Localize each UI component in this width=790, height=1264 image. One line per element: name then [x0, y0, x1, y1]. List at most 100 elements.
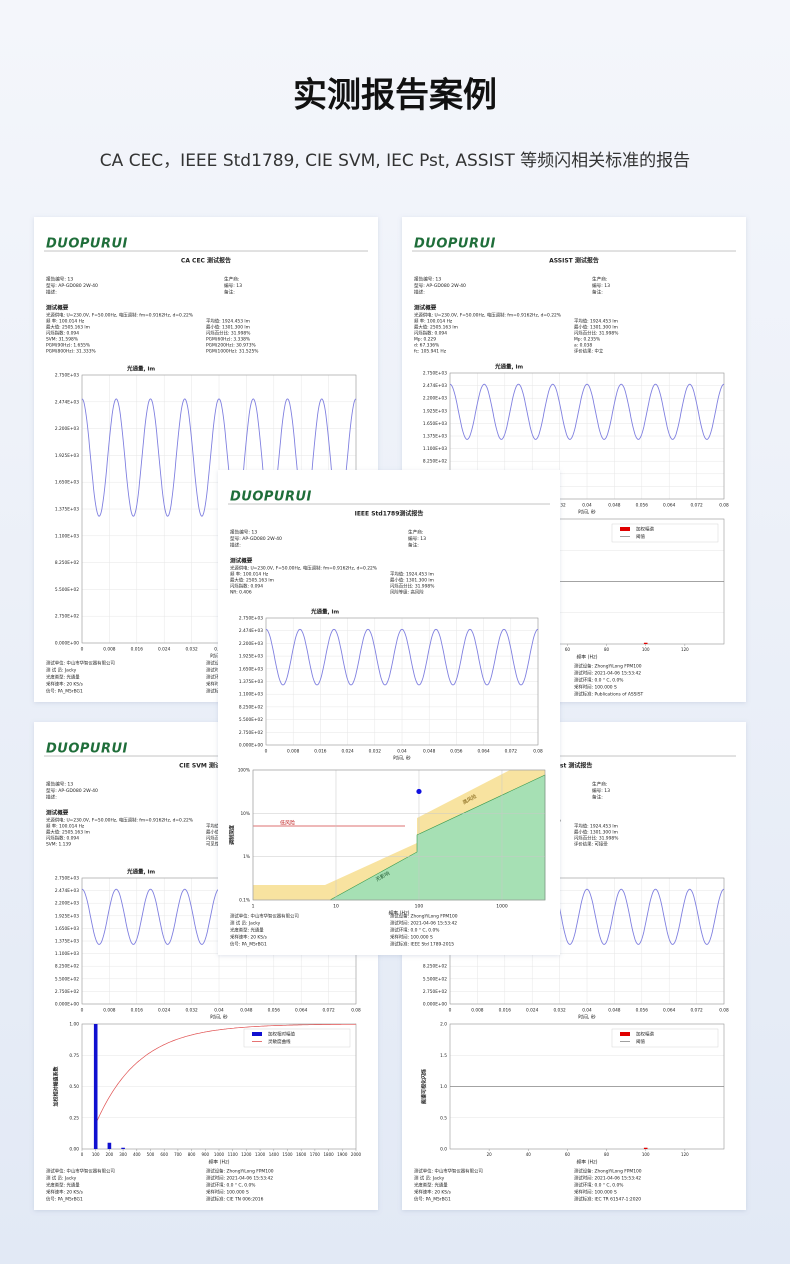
summary-item: 闪烁指数: 0.094	[46, 835, 79, 842]
summary-item: 平均值: 1924.453 lm	[574, 318, 618, 325]
x-tick-label: 0	[81, 1008, 84, 1014]
x-tick-label: 500	[147, 1152, 155, 1157]
footer-item: 采样速率: 20 KS/s	[230, 934, 268, 941]
footer-item: 测试环境: 0.0 ° C, 0.0%	[206, 1182, 255, 1189]
x-tick-label: 100	[642, 647, 650, 652]
sensitivity-curve	[95, 1023, 357, 1125]
footer-item: 测 试 员: Jacky	[46, 1175, 77, 1182]
bar	[643, 642, 648, 644]
summary-item: 光源供电: U=230.0V, F=50.00Hz, 电压调制: fm=0.91…	[230, 565, 377, 572]
y-tick-label: 5.500E+02	[55, 976, 79, 982]
footer-item: 测试设备: ZhongYiLong FPM100	[206, 1168, 274, 1175]
y-tick-label: 1.375E+03	[423, 434, 447, 440]
legend-label: 加权幅谱	[636, 1031, 654, 1038]
x-tick-label: 80	[604, 1152, 610, 1157]
x-tick-label: 1700	[310, 1152, 321, 1157]
summary-item: d: 67.336%	[414, 343, 439, 349]
y-tick-label: 1%	[243, 854, 250, 860]
summary-item: PGM(60Hz): 3.338%	[206, 337, 250, 343]
x-tick-label: 120	[681, 647, 689, 652]
y-tick-label: 0.50	[69, 1084, 79, 1090]
summary-item: SVM: 31.598%	[46, 337, 78, 343]
y-tick-label: 1.375E+03	[55, 507, 79, 513]
field: 报告编号: 13	[46, 276, 73, 283]
y-tick-label: 1.650E+03	[55, 926, 79, 932]
y-tick-label: 5.500E+02	[55, 587, 79, 593]
y-tick-label: 1.925E+03	[239, 654, 263, 660]
x-tick-label: 0.048	[608, 1008, 621, 1014]
y-tick-label: 1.925E+03	[55, 913, 79, 919]
summary-item: 光源供电: U=230.0V, F=50.00Hz, 电压调制: fm=0.91…	[46, 817, 193, 824]
summary-item: 闪烁百分比: 31.998%	[574, 330, 618, 337]
y-axis-label: 能谱可视化闪烁	[421, 1069, 428, 1104]
field: 报告编号: 13	[414, 276, 441, 283]
y-tick-label: 2.474E+03	[55, 888, 79, 894]
summary-item: fc: 105.941 Hz	[414, 349, 447, 355]
legend-label: 阈值	[636, 1038, 645, 1045]
legend-swatch	[620, 1032, 630, 1036]
x-tick-label: 1600	[296, 1152, 307, 1157]
x-tick-label: 2000	[351, 1152, 362, 1157]
x-axis-label: 时间, 秒	[578, 1014, 596, 1021]
x-tick-label: 300	[119, 1152, 127, 1157]
x-tick-label: 400	[133, 1152, 141, 1157]
summary-item: 最大值: 2505.163 lm	[46, 829, 90, 836]
footer-item: 光度类型: 光通量	[46, 1182, 80, 1189]
legend-label: 加权幅谱	[636, 526, 654, 533]
y-tick-label: 0.00	[69, 1147, 79, 1153]
x-tick-label: 700	[174, 1152, 182, 1157]
plot-frame	[252, 769, 546, 901]
summary-item: PGM(200Hz): 30.973%	[206, 343, 256, 349]
field: 编号: 13	[592, 787, 610, 794]
x-tick-label: 200	[106, 1152, 114, 1157]
x-tick-label: 0.08	[533, 749, 543, 755]
footer-item: 测试时间: 2021-04-06 15:53:42	[574, 670, 641, 677]
footer-item: 测试标准: CIE TN 006:2016	[206, 1196, 264, 1203]
y-tick-label: 2.750E+03	[239, 616, 263, 622]
x-tick-label: 0.016	[131, 1008, 144, 1014]
summary-item: 风险等级: 高风险	[390, 589, 424, 596]
chart-title: 光通量, lm	[310, 608, 339, 616]
x-tick-label: 0.064	[295, 1008, 308, 1014]
x-tick-label: 0	[449, 1008, 452, 1014]
field: 备注:	[224, 289, 235, 296]
y-tick-label: 0.25	[69, 1115, 79, 1121]
summary-item: 光源供电: U=230.0V, F=50.00Hz, 电压调制: fm=0.91…	[414, 312, 561, 319]
y-tick-label: 8.250E+02	[55, 560, 79, 566]
y-tick-label: 1.0	[440, 1084, 447, 1090]
summary-item: 平均值: 1924.453 lm	[574, 823, 618, 830]
x-tick-label: 0.032	[553, 1008, 566, 1014]
footer-item: 测试时间: 2021-04-06 15:53:42	[390, 920, 457, 927]
field: 备注:	[592, 289, 603, 296]
x-tick-label: 800	[188, 1152, 196, 1157]
field: 型号: AP-GD080 2W-40	[414, 282, 466, 289]
x-tick-label: 0.024	[526, 1008, 539, 1014]
x-tick-label: 0.08	[719, 1008, 729, 1014]
x-axis-label: 时间, 秒	[210, 1014, 228, 1021]
summary-item: 最小值: 1301.300 lm	[390, 577, 434, 584]
y-tick-label: 1.650E+03	[423, 421, 447, 427]
summary-title: 测试概要	[414, 304, 437, 312]
y-tick-label: 1.00	[69, 1022, 79, 1028]
x-tick-label: 1000	[496, 904, 508, 910]
x-tick-label: 0.032	[369, 749, 382, 755]
x-tick-label: 100	[642, 1152, 650, 1157]
x-tick-label: 1400	[269, 1152, 280, 1157]
field: 描述:	[230, 542, 241, 549]
y-axis-label: 调制深度	[229, 824, 236, 845]
summary-item: 最小值: 1301.300 lm	[574, 324, 618, 331]
summary-item: 频 率: 100.014 Hz	[46, 318, 85, 325]
footer-item: 采样速率: 20 KS/s	[414, 1189, 452, 1196]
x-tick-label: 0.08	[719, 503, 729, 509]
x-tick-label: 600	[160, 1152, 168, 1157]
summary-item: 闪烁指数: 0.094	[46, 330, 79, 337]
field: 报告编号: 13	[230, 529, 257, 536]
brand-logo: DUOPURUI	[414, 237, 496, 252]
x-tick-label: 100	[415, 904, 424, 910]
field: 报告编号: 13	[46, 781, 73, 788]
x-tick-label: 0.072	[322, 1008, 335, 1014]
footer-item: 测试单位: 中山市华智仪器有限公司	[230, 913, 299, 920]
x-tick-label: 10	[333, 904, 339, 910]
legend-swatch	[252, 1032, 262, 1036]
